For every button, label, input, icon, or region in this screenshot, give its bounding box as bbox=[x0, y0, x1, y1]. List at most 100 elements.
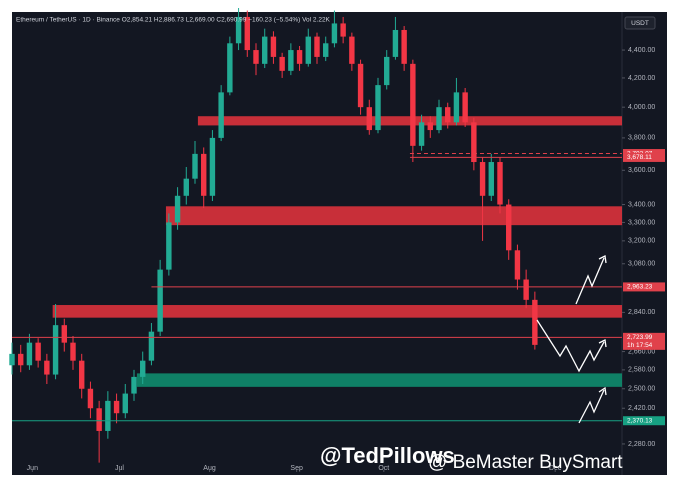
candle-body bbox=[523, 279, 529, 300]
candle-body bbox=[44, 360, 50, 375]
candle-body bbox=[314, 36, 320, 57]
candle-body bbox=[61, 325, 67, 343]
candle-body bbox=[366, 107, 372, 131]
candle-body bbox=[418, 122, 425, 146]
arrow bbox=[536, 319, 605, 373]
x-tick-label: Dec bbox=[549, 465, 562, 472]
arrowhead bbox=[598, 339, 607, 348]
candle-body bbox=[253, 50, 259, 64]
candle-body bbox=[157, 269, 163, 332]
candle-body bbox=[79, 360, 85, 389]
candle-body bbox=[244, 16, 250, 51]
y-tick-label: 3,800.00 bbox=[628, 135, 655, 142]
watermark: @TedPillows bbox=[320, 443, 455, 468]
chart-background bbox=[12, 12, 667, 475]
candle-body bbox=[9, 353, 15, 366]
candle-body bbox=[166, 222, 172, 270]
price-label: 3,678.11 bbox=[627, 154, 652, 161]
y-tick-label: 2,660.00 bbox=[628, 348, 655, 355]
y-tick-label: 2,280.00 bbox=[628, 441, 655, 448]
zone bbox=[197, 116, 622, 126]
y-tick-label: 2,500.00 bbox=[628, 386, 655, 393]
candle-body bbox=[453, 92, 460, 123]
y-tick-label: 4,400.00 bbox=[628, 47, 655, 54]
y-tick-label: 4,200.00 bbox=[628, 75, 655, 82]
x-tick-label: Oct bbox=[378, 465, 389, 472]
price-label: 2,370.13 bbox=[627, 417, 653, 424]
projection-arrows bbox=[536, 255, 607, 424]
candle-body bbox=[462, 92, 468, 123]
x-tick-label: Jul bbox=[115, 465, 124, 472]
candle-body bbox=[410, 63, 416, 146]
arrow bbox=[578, 389, 605, 424]
x-tick-label: Aug bbox=[203, 465, 216, 472]
y-tick-label: 3,400.00 bbox=[628, 201, 655, 208]
candle-body bbox=[497, 162, 503, 205]
candle-body bbox=[122, 393, 128, 414]
currency: USDT bbox=[631, 20, 649, 27]
candle-body bbox=[270, 36, 277, 57]
y-tick-label: 3,300.00 bbox=[628, 219, 655, 226]
candle-body bbox=[218, 92, 224, 138]
candle-body bbox=[392, 29, 399, 57]
currency-box bbox=[624, 16, 656, 30]
candle-body bbox=[35, 342, 41, 361]
zone bbox=[165, 206, 622, 226]
arrowhead bbox=[598, 255, 607, 264]
candle-body bbox=[209, 137, 216, 196]
candle-body bbox=[296, 50, 303, 64]
price-label-box bbox=[623, 152, 665, 162]
price-label-box bbox=[623, 282, 665, 292]
candle-body bbox=[471, 122, 477, 163]
candle-body bbox=[479, 162, 486, 196]
price-label: 2,723.99 bbox=[627, 334, 653, 341]
candle-body bbox=[375, 85, 381, 131]
x-tick-label: Sep bbox=[290, 465, 303, 472]
candle-body bbox=[279, 56, 285, 71]
candle-body bbox=[140, 360, 146, 377]
candle-body bbox=[532, 299, 538, 345]
price-label: 2,963.23 bbox=[627, 284, 653, 291]
arrow bbox=[575, 257, 605, 305]
candle-body bbox=[148, 331, 155, 361]
candle-body bbox=[262, 36, 268, 64]
candle-body bbox=[192, 153, 198, 179]
x-tick-label: Jun bbox=[27, 465, 38, 472]
header: Ethereum / TetherUS · 1D · Binance O2,85… bbox=[16, 17, 331, 24]
arrowhead bbox=[598, 386, 607, 396]
candle-body bbox=[305, 36, 311, 64]
zone bbox=[52, 305, 622, 318]
price-label-box bbox=[623, 416, 665, 426]
y-tick-label: 2,420.00 bbox=[628, 405, 655, 412]
candle-body bbox=[323, 43, 329, 57]
y-tick-label: 3,200.00 bbox=[628, 238, 655, 245]
watermark: @ BeMaster BuySmart bbox=[428, 452, 623, 473]
candle-body bbox=[331, 23, 338, 44]
zone bbox=[136, 373, 622, 387]
candle-body bbox=[201, 153, 207, 196]
y-tick-label: 3,080.00 bbox=[628, 261, 655, 268]
y-tick-label: 3,600.00 bbox=[628, 167, 655, 174]
candle-body bbox=[436, 107, 442, 131]
candle-body bbox=[96, 408, 102, 431]
candle-body bbox=[235, 16, 242, 44]
candle-body bbox=[131, 376, 137, 394]
y-tick-label: 2,840.00 bbox=[628, 309, 655, 316]
candle-body bbox=[113, 400, 120, 414]
candle-body bbox=[427, 122, 433, 131]
countdown: 1h 17:54 bbox=[627, 342, 653, 349]
candle-body bbox=[227, 43, 233, 93]
price-label-box bbox=[623, 332, 665, 350]
candle-body bbox=[87, 388, 94, 409]
candle-body bbox=[401, 29, 407, 64]
candle-body bbox=[52, 325, 59, 375]
plot bbox=[9, 8, 622, 463]
candle-body bbox=[340, 23, 346, 37]
candle-body bbox=[488, 162, 494, 196]
y-tick-label: 4,000.00 bbox=[628, 104, 655, 111]
candle-body bbox=[70, 342, 76, 361]
candle-body bbox=[174, 195, 181, 223]
y-tick-label: 2,580.00 bbox=[628, 367, 655, 374]
